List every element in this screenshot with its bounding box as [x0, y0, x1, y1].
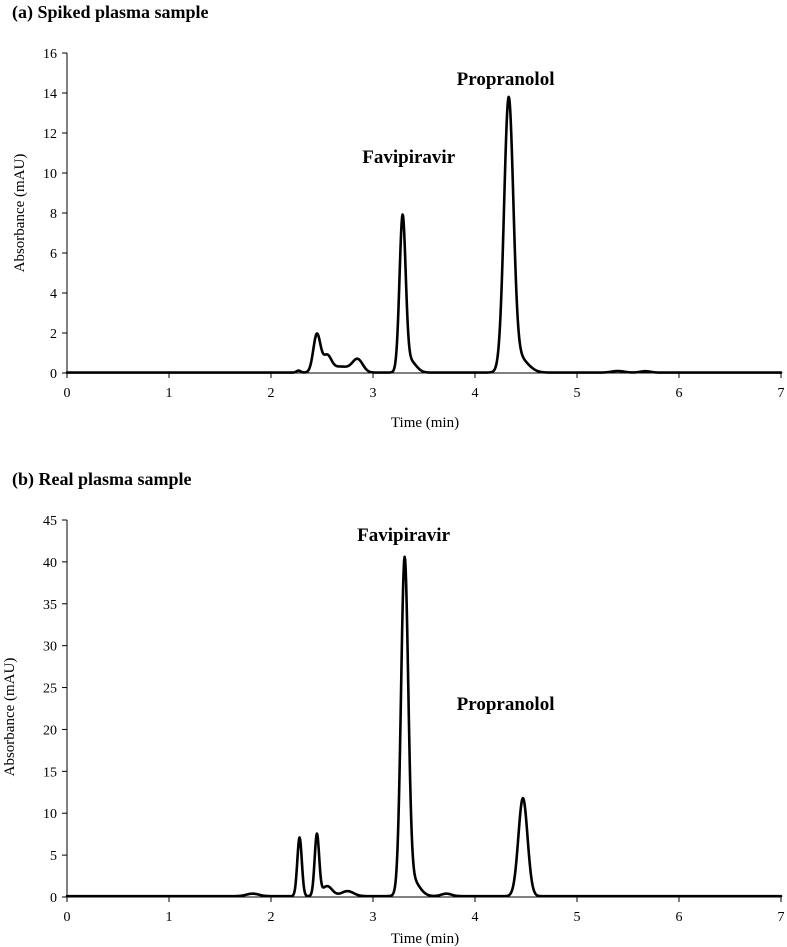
panel-a-peak-label-favipiravir: Favipiravir: [362, 147, 455, 168]
panel-a-y-tick-label: 4: [50, 287, 57, 302]
panel-a-y-tick-label: 6: [50, 247, 57, 262]
panel-a-y-tick-label: 10: [43, 167, 57, 182]
panel-b-x-tick-label: 3: [370, 910, 377, 925]
panel-a-spiked-plasma: (a) Spiked plasma sample Time (min) Abso…: [12, 2, 785, 431]
panel-a-x-tick-label: 3: [370, 386, 377, 401]
panel-a-y-tick-label: 2: [50, 327, 57, 342]
panel-a-x-tick-label: 1: [166, 386, 173, 401]
panel-a-x-tick-label: 4: [472, 386, 479, 401]
panel-b-y-tick-label: 10: [43, 807, 57, 822]
panel-a-y-tick-label: 14: [43, 87, 57, 102]
panel-b-y-tick-label: 0: [50, 891, 57, 906]
panel-a-y-tick-label: 0: [50, 367, 57, 382]
panel-b-x-tick-label: 2: [268, 910, 275, 925]
panel-a-y-axis-label: Absorbance (mAU): [12, 154, 28, 273]
panel-b-x-tick-label: 7: [778, 910, 785, 925]
panel-a-title: (a) Spiked plasma sample: [12, 2, 209, 23]
panel-b-y-tick-label: 45: [43, 514, 57, 529]
panel-b-peak-label-propranolol: Propranolol: [457, 694, 555, 715]
panel-b-y-axis-label: Absorbance (mAU): [2, 658, 18, 777]
panel-a-x-tick-label: 6: [676, 386, 683, 401]
panel-b-x-tick-label: 0: [64, 910, 71, 925]
panel-b-real-plasma: (b) Real plasma sample Time (min) Absorb…: [2, 469, 785, 947]
panel-b-y-tick-label: 40: [43, 556, 57, 571]
panel-b-x-axis-label: Time (min): [391, 931, 459, 947]
panel-b-title: (b) Real plasma sample: [12, 469, 192, 490]
panel-a-x-tick-label: 2: [268, 386, 275, 401]
panel-b-y-tick-label: 35: [43, 598, 57, 613]
panel-a-x-tick-label: 0: [64, 386, 71, 401]
panel-b-y-tick-label: 25: [43, 682, 57, 697]
panel-a-x-tick-label: 7: [778, 386, 785, 401]
panel-a-x-tick-label: 5: [574, 386, 581, 401]
panel-b-y-tick-label: 5: [50, 849, 57, 864]
panel-b-x-tick-label: 5: [574, 910, 581, 925]
panel-a-x-axis-label: Time (min): [391, 415, 459, 431]
panel-b-x-tick-label: 1: [166, 910, 173, 925]
panel-b-peak-label-favipiravir: Favipiravir: [357, 525, 450, 546]
panel-b-chromatogram-trace-0: [65, 555, 783, 898]
panel-a-y-tick-label: 12: [43, 127, 57, 142]
panel-b-y-tick-label: 30: [43, 640, 57, 655]
panel-a-y-tick-label: 8: [50, 207, 57, 222]
panel-b-x-tick-label: 4: [472, 910, 479, 925]
panel-b-y-tick-label: 15: [43, 765, 57, 780]
panel-b-x-tick-label: 6: [676, 910, 683, 925]
panel-b-y-tick-label: 20: [43, 723, 57, 738]
panel-a-chromatogram-trace-0: [65, 95, 783, 374]
panel-a-y-tick-label: 16: [43, 47, 57, 62]
panel-a-peak-label-propranolol: Propranolol: [457, 69, 555, 90]
